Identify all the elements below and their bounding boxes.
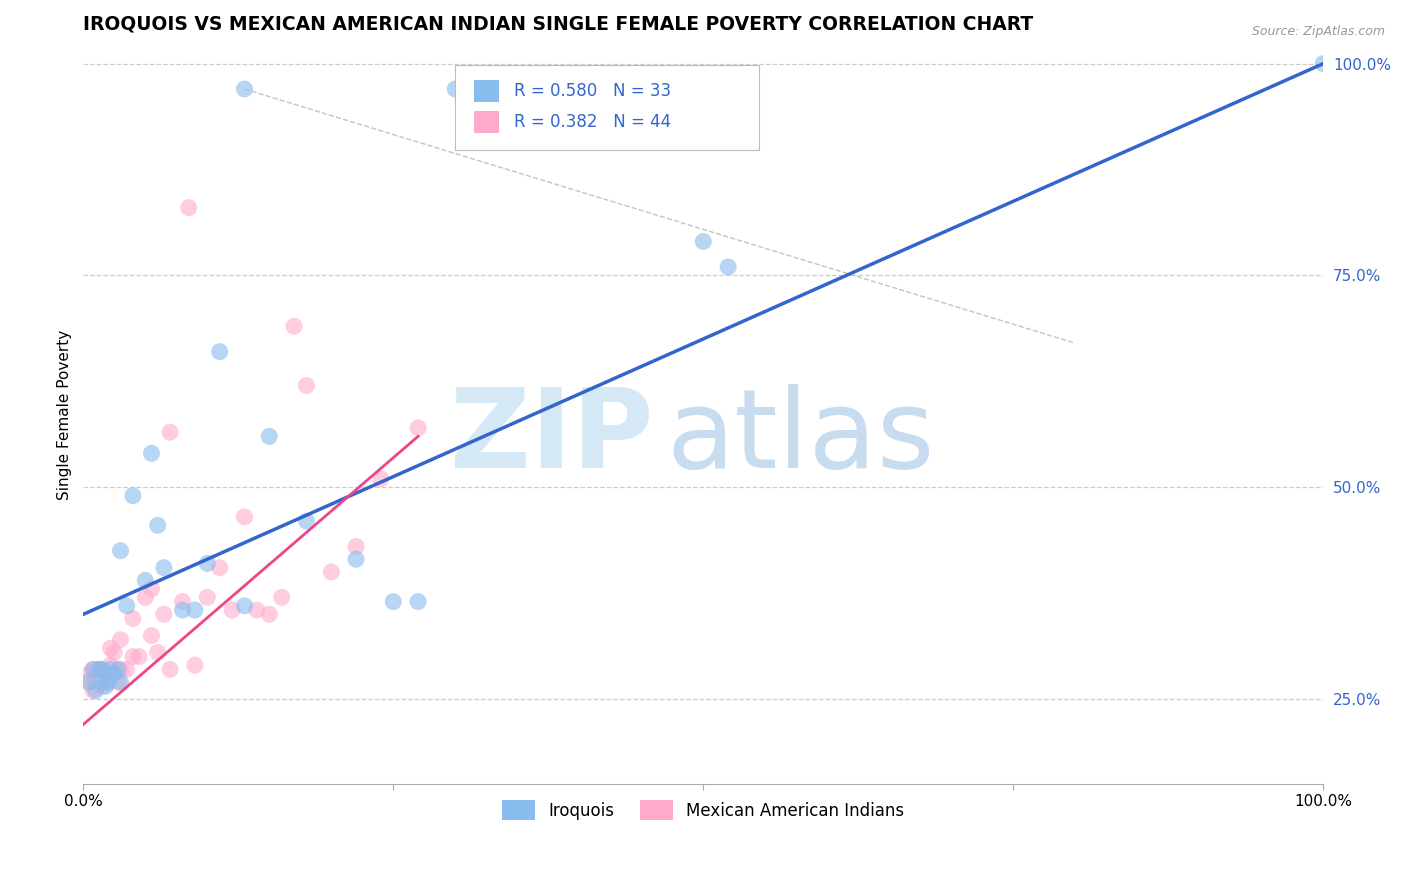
Point: [717, 260, 740, 274]
Text: R = 0.580   N = 33: R = 0.580 N = 33: [513, 82, 671, 100]
Point: [233, 82, 256, 96]
Point: [233, 509, 256, 524]
Point: [159, 662, 181, 676]
Point: [122, 489, 145, 503]
Point: [444, 82, 467, 96]
Point: [153, 607, 176, 622]
Point: [246, 603, 269, 617]
Point: [406, 594, 429, 608]
Point: [208, 560, 231, 574]
Point: [134, 591, 156, 605]
Point: [184, 603, 207, 617]
Point: [321, 565, 343, 579]
Point: [97, 675, 120, 690]
Text: R = 0.382   N = 44: R = 0.382 N = 44: [513, 113, 671, 131]
Point: [90, 662, 112, 676]
Point: [134, 574, 156, 588]
Point: [90, 679, 112, 693]
Point: [177, 201, 200, 215]
Point: [107, 675, 129, 690]
Point: [90, 662, 112, 676]
Point: [159, 425, 181, 439]
Point: [82, 662, 104, 676]
Point: [100, 641, 122, 656]
Point: [89, 662, 111, 676]
Point: [295, 514, 318, 528]
Point: [344, 552, 367, 566]
Point: [295, 378, 318, 392]
Point: [184, 658, 207, 673]
Point: [172, 603, 194, 617]
Point: [103, 666, 125, 681]
Point: [259, 607, 281, 622]
Point: [208, 344, 231, 359]
Point: [82, 683, 104, 698]
FancyBboxPatch shape: [474, 80, 499, 102]
Point: [84, 675, 107, 690]
Point: [79, 666, 101, 681]
Legend: Iroquois, Mexican American Indians: Iroquois, Mexican American Indians: [495, 793, 911, 827]
Point: [76, 675, 98, 690]
Point: [195, 557, 218, 571]
Text: atlas: atlas: [666, 384, 935, 491]
Point: [692, 235, 714, 249]
Point: [172, 594, 194, 608]
Point: [84, 683, 107, 698]
Point: [146, 518, 169, 533]
Point: [195, 591, 218, 605]
Point: [122, 649, 145, 664]
Point: [103, 645, 125, 659]
Point: [370, 472, 392, 486]
Point: [115, 599, 138, 613]
FancyBboxPatch shape: [456, 65, 759, 150]
Text: IROQUOIS VS MEXICAN AMERICAN INDIAN SINGLE FEMALE POVERTY CORRELATION CHART: IROQUOIS VS MEXICAN AMERICAN INDIAN SING…: [83, 15, 1033, 34]
Point: [406, 421, 429, 435]
Point: [1312, 56, 1334, 70]
Point: [233, 599, 256, 613]
Point: [87, 662, 110, 676]
Point: [90, 675, 112, 690]
Point: [270, 591, 292, 605]
Point: [79, 675, 101, 690]
Point: [259, 429, 281, 443]
Point: [100, 662, 122, 676]
Point: [110, 675, 132, 690]
Point: [110, 543, 132, 558]
Point: [100, 658, 122, 673]
Y-axis label: Single Female Poverty: Single Female Poverty: [58, 330, 72, 500]
Point: [115, 662, 138, 676]
Point: [141, 628, 163, 642]
Point: [141, 446, 163, 460]
Point: [128, 649, 150, 664]
Point: [110, 662, 132, 676]
Point: [141, 582, 163, 596]
Point: [82, 662, 104, 676]
Text: Source: ZipAtlas.com: Source: ZipAtlas.com: [1251, 25, 1385, 38]
Point: [122, 611, 145, 625]
Point: [344, 540, 367, 554]
Text: ZIP: ZIP: [450, 384, 654, 491]
Point: [107, 662, 129, 676]
Point: [153, 560, 176, 574]
Point: [94, 679, 117, 693]
Point: [97, 675, 120, 690]
Point: [110, 632, 132, 647]
Point: [382, 594, 405, 608]
Point: [94, 671, 117, 685]
FancyBboxPatch shape: [474, 111, 499, 133]
Point: [221, 603, 243, 617]
Point: [283, 319, 305, 334]
Point: [146, 645, 169, 659]
Point: [103, 666, 125, 681]
